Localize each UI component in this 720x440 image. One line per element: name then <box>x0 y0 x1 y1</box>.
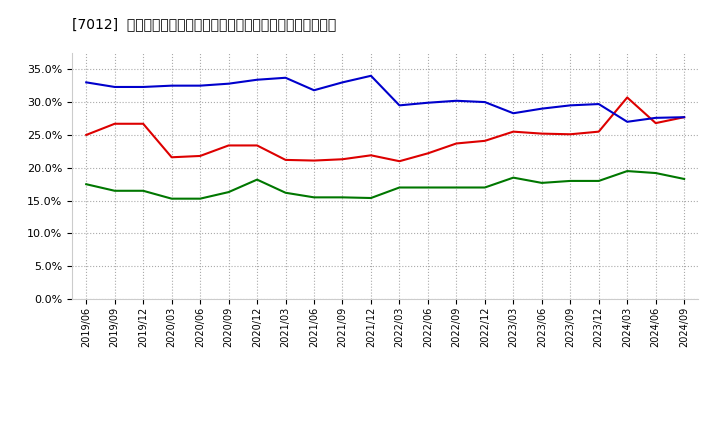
Line: 売上債権: 売上債権 <box>86 98 684 161</box>
買入債務 <box>366 195 375 201</box>
買入債務 <box>167 196 176 202</box>
売上債権 <box>623 95 631 100</box>
在庫 <box>366 73 375 78</box>
在庫 <box>595 101 603 106</box>
Line: 在庫: 在庫 <box>86 76 684 122</box>
売上債権 <box>167 154 176 160</box>
在庫 <box>282 75 290 81</box>
買入債務 <box>196 196 204 202</box>
買入債務 <box>310 195 318 200</box>
売上債権 <box>253 143 261 148</box>
在庫 <box>196 83 204 88</box>
売上債権 <box>395 158 404 164</box>
在庫 <box>167 83 176 88</box>
売上債権 <box>82 132 91 138</box>
売上債権 <box>595 129 603 134</box>
在庫 <box>139 84 148 90</box>
売上債権 <box>310 158 318 163</box>
買入債務 <box>338 195 347 200</box>
買入債務 <box>623 169 631 174</box>
買入債務 <box>423 185 432 190</box>
在庫 <box>680 114 688 120</box>
売上債権 <box>110 121 119 126</box>
買入債務 <box>110 188 119 194</box>
在庫 <box>537 106 546 111</box>
売上債権 <box>537 131 546 136</box>
売上債権 <box>139 121 148 126</box>
買入債務 <box>480 185 489 190</box>
買入債務 <box>566 178 575 183</box>
売上債権 <box>652 121 660 126</box>
売上債権 <box>225 143 233 148</box>
売上債権 <box>338 157 347 162</box>
在庫 <box>395 103 404 108</box>
在庫 <box>423 100 432 105</box>
買入債務 <box>225 190 233 195</box>
売上債権 <box>680 114 688 120</box>
Line: 買入債務: 買入債務 <box>86 171 684 199</box>
売上債権 <box>196 153 204 158</box>
売上債権 <box>423 150 432 156</box>
在庫 <box>452 98 461 103</box>
在庫 <box>509 110 518 116</box>
買入債務 <box>82 182 91 187</box>
売上債権 <box>452 141 461 146</box>
売上債権 <box>366 153 375 158</box>
売上債権 <box>509 129 518 134</box>
在庫 <box>253 77 261 82</box>
買入債務 <box>652 170 660 176</box>
買入債務 <box>595 178 603 183</box>
買入債務 <box>139 188 148 194</box>
在庫 <box>310 88 318 93</box>
在庫 <box>338 80 347 85</box>
在庫 <box>82 80 91 85</box>
Legend: 売上債権, 在庫, 買入債務: 売上債権, 在庫, 買入債務 <box>256 433 515 440</box>
買入債務 <box>537 180 546 186</box>
買入債務 <box>282 190 290 195</box>
在庫 <box>566 103 575 108</box>
売上債権 <box>566 132 575 137</box>
在庫 <box>652 115 660 121</box>
在庫 <box>480 99 489 105</box>
買入債務 <box>253 177 261 182</box>
在庫 <box>623 119 631 125</box>
Text: [7012]  売上債権、在庫、買入債務の総資産に対する比率の推移: [7012] 売上債権、在庫、買入債務の総資産に対する比率の推移 <box>72 18 336 32</box>
売上債権 <box>282 157 290 162</box>
在庫 <box>110 84 119 90</box>
買入債務 <box>509 175 518 180</box>
売上債権 <box>480 138 489 143</box>
買入債務 <box>680 176 688 182</box>
買入債務 <box>395 185 404 190</box>
買入債務 <box>452 185 461 190</box>
在庫 <box>225 81 233 86</box>
